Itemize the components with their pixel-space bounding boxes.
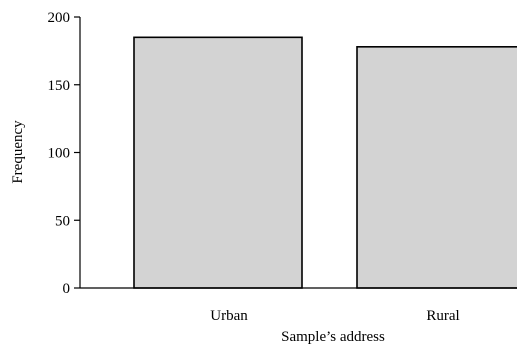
bars [133, 36, 517, 289]
x-category-label-rural: Rural [426, 308, 459, 324]
x-axis-category-labels: Urban Rural [210, 308, 459, 324]
y-tick-label: 150 [48, 78, 71, 94]
y-axis-ticks: 0 50 100 150 200 [48, 10, 80, 297]
y-tick-label: 50 [55, 213, 70, 229]
bar-rural [356, 46, 517, 289]
x-category-label-urban: Urban [210, 308, 248, 324]
y-tick-label: 100 [48, 146, 71, 162]
y-axis-title: Frequency [10, 120, 26, 184]
x-axis-title: Sample’s address [281, 329, 385, 345]
y-tick-label: 0 [63, 281, 71, 297]
y-tick-label: 200 [48, 10, 71, 26]
bar-urban [133, 36, 303, 289]
